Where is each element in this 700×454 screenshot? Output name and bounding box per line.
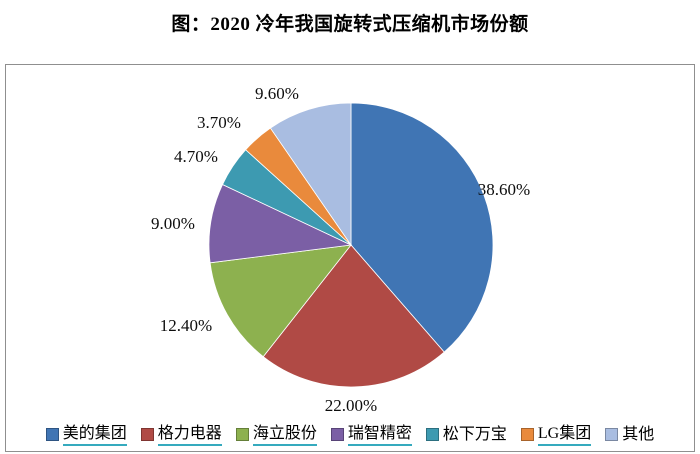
pie-slice-瑞智精密	[208, 184, 353, 264]
chart-panel: 38.60% 22.00% 12.40% 9.00% 4.70% 3.70% 9.60% 美…	[5, 64, 695, 452]
chart-title: 图：2020 冷年我国旋转式压缩机市场份额	[171, 14, 529, 35]
legend-label-海立股份[interactable]: 海立股份	[252, 424, 317, 446]
pie-data-label-其他: 9.60%	[255, 84, 299, 103]
pie-data-label-瑞智精密: 9.00%	[151, 214, 195, 233]
legend-item-海立股份: 海立股份	[235, 424, 317, 446]
legend-item-其他: 其他	[605, 425, 654, 444]
legend-item-格力电器: 格力电器	[140, 424, 222, 446]
legend-item-松下万宝: 松下万宝	[425, 425, 507, 444]
chart-legend: 美的集团 格力电器 海立股份 瑞智精密 松下万宝 LG集团 其他	[6, 424, 694, 446]
pie-slice-其他	[269, 102, 352, 247]
legend-label-松下万宝: 松下万宝	[442, 426, 507, 444]
legend-item-LG集团: LG集团	[520, 424, 592, 446]
pie-data-label-松下万宝: 4.70%	[174, 147, 218, 166]
legend-label-美的集团[interactable]: 美的集团	[62, 424, 127, 446]
legend-marker-icon	[425, 428, 439, 442]
legend-marker-icon	[235, 428, 249, 442]
legend-marker-icon	[45, 428, 59, 442]
legend-marker-icon	[520, 428, 534, 442]
legend-item-瑞智精密: 瑞智精密	[330, 424, 412, 446]
legend-item-美的集团: 美的集团	[45, 424, 127, 446]
pie-data-label-美的集团: 38.60%	[478, 180, 530, 199]
pie-slice-格力电器	[262, 244, 445, 388]
pie-data-label-格力电器: 22.00%	[325, 396, 377, 415]
legend-label-LG集团[interactable]: LG集团	[537, 424, 592, 446]
pie-slice-海立股份	[209, 244, 352, 358]
legend-marker-icon	[330, 428, 344, 442]
legend-marker-icon	[140, 428, 154, 442]
pie-data-label-LG集团: 3.70%	[197, 113, 241, 132]
legend-label-瑞智精密[interactable]: 瑞智精密	[347, 424, 412, 446]
legend-label-其他: 其他	[622, 426, 655, 444]
pie-chart: 38.60% 22.00% 12.40% 9.00% 4.70% 3.70% 9.60%	[151, 84, 530, 415]
pie-slice-美的集团	[350, 102, 494, 353]
legend-marker-icon	[605, 428, 619, 442]
pie-data-label-海立股份: 12.40%	[160, 316, 212, 335]
legend-label-格力电器[interactable]: 格力电器	[157, 424, 222, 446]
